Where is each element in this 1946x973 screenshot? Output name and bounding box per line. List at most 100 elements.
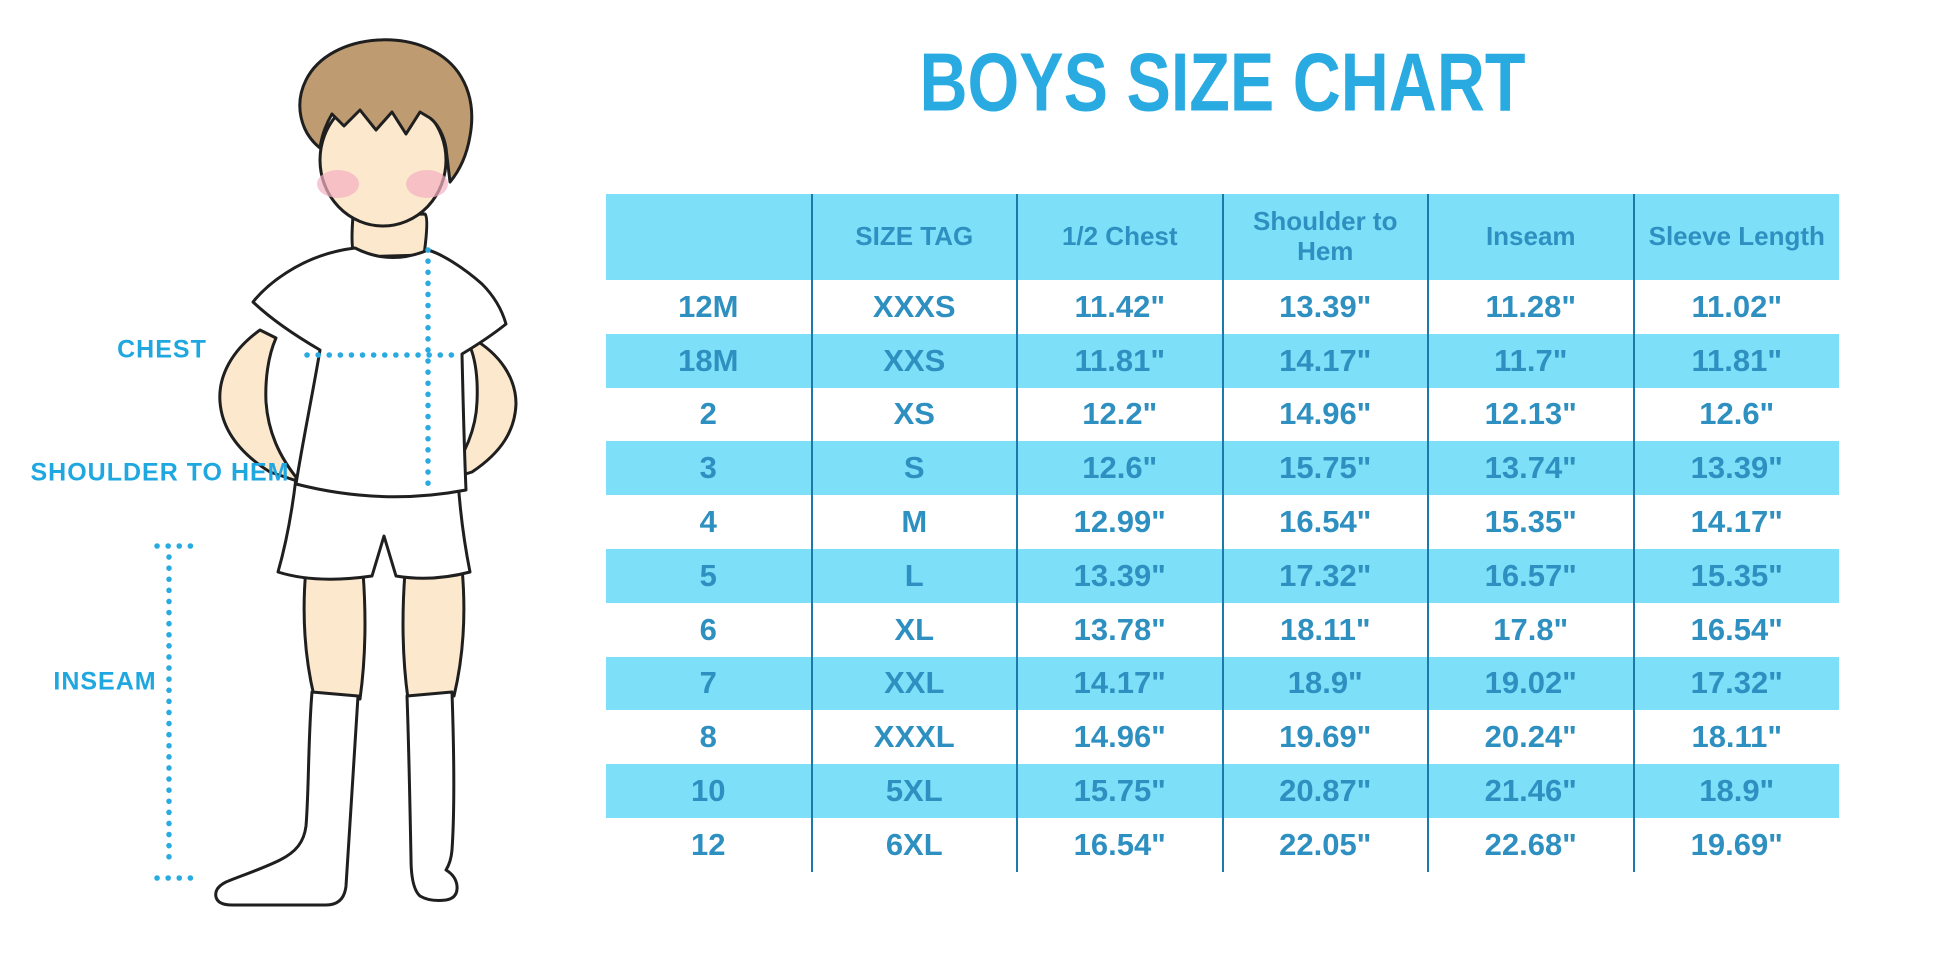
size-cell: 2 <box>699 396 717 432</box>
value-cell: 18.11" <box>1221 602 1428 657</box>
value-cell: 11.28" <box>1427 280 1634 334</box>
value-cell: 20.87" <box>1221 764 1428 818</box>
value-cell: 16.54" <box>1632 602 1839 657</box>
table-row: 3 S 12.6" 15.75" 13.74" 13.39" <box>606 441 1839 496</box>
header-empty <box>606 194 812 280</box>
table-header-row: SIZE TAG 1/2 Chest Shoulder to Hem Insea… <box>606 194 1839 280</box>
right-sock <box>405 690 459 902</box>
value-cell: 12.2" <box>1016 387 1223 442</box>
value-cell: XXL <box>810 656 1017 711</box>
blush-left <box>317 170 359 198</box>
boy-measurement-illustration <box>154 38 518 907</box>
value-cell: 13.39" <box>1016 548 1223 603</box>
table-row: 18M XXS 11.81" 14.17" 11.7" 11.81" <box>606 333 1839 388</box>
table-row: 7 XXL 14.17" 18.9" 19.02" 17.32" <box>606 656 1839 711</box>
value-cell: 11.7" <box>1427 333 1634 388</box>
size-cell: 5 <box>699 557 717 593</box>
size-cell: 12M <box>678 288 739 324</box>
size-cell: 4 <box>699 504 717 540</box>
value-cell: 19.69" <box>1221 710 1428 765</box>
value-cell: 12.13" <box>1427 387 1634 442</box>
boys-size-table: SIZE TAG 1/2 Chest Shoulder to Hem Insea… <box>606 194 1839 872</box>
value-cell: 18.11" <box>1632 710 1839 765</box>
table-row: 2 XS 12.2" 14.96" 12.13" 12.6" <box>606 387 1839 442</box>
value-cell: 14.17" <box>1632 495 1839 549</box>
value-cell: 19.69" <box>1632 817 1839 872</box>
value-cell: XXXL <box>810 710 1017 765</box>
left-sock <box>214 690 360 907</box>
value-cell: 14.17" <box>1016 656 1223 711</box>
value-cell: 22.05" <box>1221 817 1428 872</box>
value-cell: 13.74" <box>1427 441 1634 496</box>
value-cell: 12.6" <box>1016 441 1223 496</box>
value-cell: 19.02" <box>1427 656 1634 711</box>
size-cell: 8 <box>699 719 717 755</box>
value-cell: 13.78" <box>1016 602 1223 657</box>
size-cell: 6 <box>699 611 717 647</box>
table-row: 8 XXXL 14.96" 19.69" 20.24" 18.11" <box>606 710 1839 765</box>
table-row: 10 5XL 15.75" 20.87" 21.46" 18.9" <box>606 764 1839 818</box>
shoulder-to-hem-label: SHOULDER TO HEM <box>30 458 290 487</box>
left-arm <box>218 328 302 484</box>
value-cell: 16.57" <box>1427 548 1634 603</box>
chest-label: CHEST <box>117 335 207 364</box>
value-cell: 18.9" <box>1632 764 1839 818</box>
value-cell: 14.96" <box>1016 710 1223 765</box>
value-cell: 13.39" <box>1221 280 1428 334</box>
value-cell: 11.81" <box>1632 333 1839 388</box>
value-cell: 17.8" <box>1427 602 1634 657</box>
value-cell: 12.6" <box>1632 387 1839 442</box>
table-row: 5 L 13.39" 17.32" 16.57" 15.35" <box>606 548 1839 603</box>
header-inseam: Inseam <box>1427 194 1634 280</box>
table-row: 4 M 12.99" 16.54" 15.35" 14.17" <box>606 495 1839 549</box>
value-cell: 16.54" <box>1221 495 1428 549</box>
value-cell: 12.99" <box>1016 495 1223 549</box>
value-cell: M <box>810 495 1017 549</box>
table-row: 12 6XL 16.54" 22.05" 22.68" 19.69" <box>606 817 1839 872</box>
size-cell: 7 <box>699 665 717 701</box>
header-shoulder-to-hem: Shoulder to Hem <box>1221 194 1428 280</box>
value-cell: 18.9" <box>1221 656 1428 711</box>
value-cell: 14.17" <box>1221 333 1428 388</box>
tshirt <box>251 246 508 499</box>
value-cell: 21.46" <box>1427 764 1634 818</box>
value-cell: 11.81" <box>1016 333 1223 388</box>
value-cell: 5XL <box>810 764 1017 818</box>
value-cell: 22.68" <box>1427 817 1634 872</box>
value-cell: 15.75" <box>1016 764 1223 818</box>
right-leg <box>401 566 466 701</box>
blush-right <box>406 170 448 198</box>
value-cell: L <box>810 548 1017 603</box>
size-cell: 18M <box>678 342 739 378</box>
value-cell: 13.39" <box>1632 441 1839 496</box>
size-cell: 10 <box>691 773 726 809</box>
value-cell: 15.75" <box>1221 441 1428 496</box>
table-row: 6 XL 13.78" 18.11" 17.8" 16.54" <box>606 602 1839 657</box>
value-cell: 15.35" <box>1427 495 1634 549</box>
value-cell: XS <box>810 387 1017 442</box>
inseam-label: INSEAM <box>53 667 157 696</box>
size-cell: 12 <box>691 826 726 862</box>
value-cell: XL <box>810 602 1017 657</box>
value-cell: XXXS <box>810 280 1017 334</box>
right-arm <box>444 336 518 482</box>
hair <box>298 38 474 184</box>
value-cell: XXS <box>810 333 1017 388</box>
value-cell: 11.42" <box>1016 280 1223 334</box>
header-sleeve-length: Sleeve Length <box>1632 194 1839 280</box>
value-cell: 6XL <box>810 817 1017 872</box>
value-cell: 17.32" <box>1632 656 1839 711</box>
header-half-chest: 1/2 Chest <box>1016 194 1223 280</box>
inseam-dotted-line <box>154 543 194 881</box>
value-cell: 17.32" <box>1221 548 1428 603</box>
value-cell: 14.96" <box>1221 387 1428 442</box>
size-cell: 3 <box>699 450 717 486</box>
header-size-tag: SIZE TAG <box>810 194 1017 280</box>
value-cell: 11.02" <box>1632 280 1839 334</box>
page-title: BOYS SIZE CHART <box>919 35 1526 129</box>
left-leg <box>302 566 367 701</box>
table-row: 12M XXXS 11.42" 13.39" 11.28" 11.02" <box>606 280 1839 334</box>
value-cell: 16.54" <box>1016 817 1223 872</box>
value-cell: 20.24" <box>1427 710 1634 765</box>
